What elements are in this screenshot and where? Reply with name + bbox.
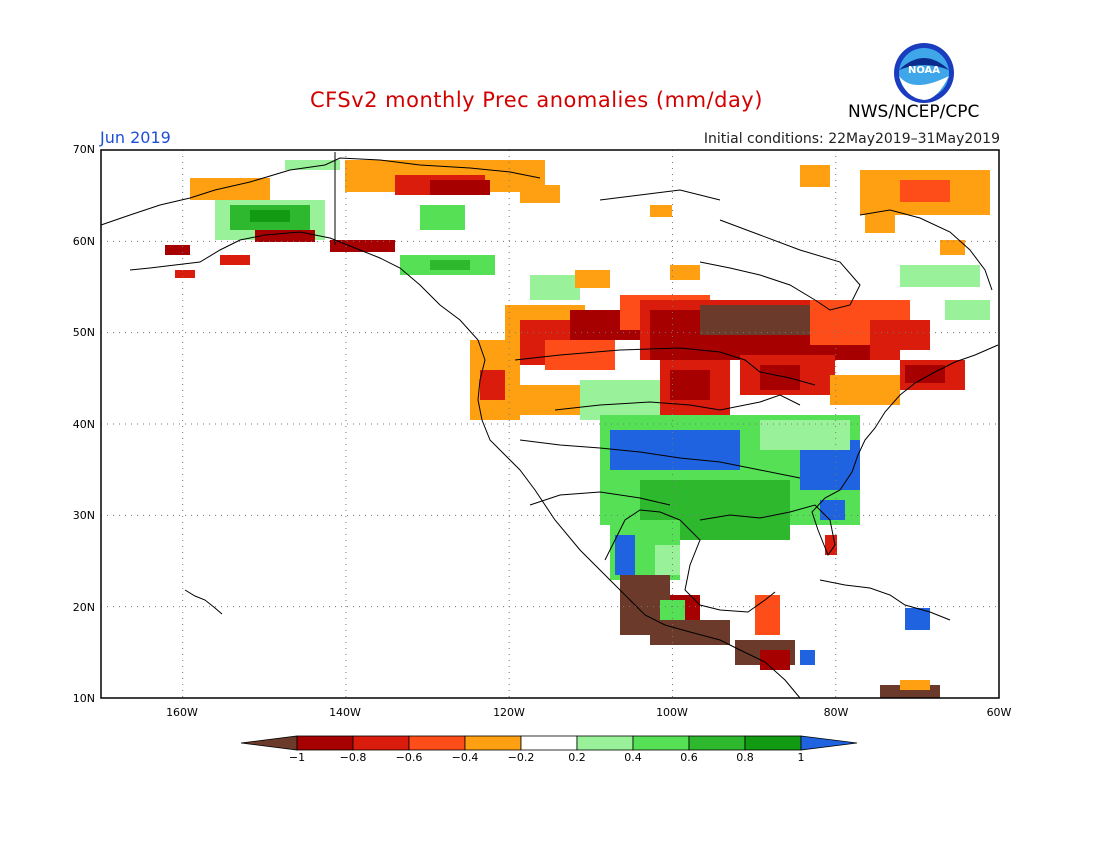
anomaly-cell bbox=[655, 545, 680, 575]
colorbar-arrow-high bbox=[800, 735, 858, 751]
colorbar-label: −0.4 bbox=[451, 751, 479, 764]
colorbar-label: −1 bbox=[288, 751, 306, 764]
lon-label: 120W bbox=[493, 706, 525, 719]
anomaly-cell bbox=[900, 680, 930, 690]
lat-label: 60N bbox=[72, 235, 95, 248]
colorbar-label: 0.8 bbox=[736, 751, 754, 764]
colorbar-label: −0.2 bbox=[507, 751, 535, 764]
anomaly-cell bbox=[905, 365, 945, 383]
anomaly-cell bbox=[430, 180, 490, 195]
colorbar-segment bbox=[576, 735, 634, 751]
anomaly-cell bbox=[520, 185, 560, 203]
lat-label: 40N bbox=[72, 418, 95, 431]
anomaly-cell bbox=[285, 160, 340, 170]
colorbar-segment bbox=[520, 735, 578, 751]
anomaly-cell bbox=[250, 210, 290, 222]
colorbar-segment bbox=[296, 735, 354, 751]
colorbar-segment bbox=[464, 735, 522, 751]
coastlines bbox=[100, 152, 999, 699]
noaa-logo-text: NOAA bbox=[908, 65, 940, 76]
anomaly-cell bbox=[755, 595, 780, 635]
anomaly-cell bbox=[430, 260, 470, 270]
graticule bbox=[101, 150, 999, 698]
agency-label: NWS/NCEP/CPC bbox=[848, 102, 980, 122]
lon-label: 140W bbox=[329, 706, 361, 719]
anomaly-cell bbox=[940, 240, 965, 255]
anomaly-cell bbox=[700, 305, 810, 335]
anomaly-cell bbox=[175, 270, 195, 278]
anomaly-cell bbox=[255, 230, 315, 242]
colorbar-label: −0.8 bbox=[339, 751, 367, 764]
anomaly-cell bbox=[580, 380, 660, 420]
lat-label: 10N bbox=[72, 692, 95, 705]
colorbar-label: 0.2 bbox=[568, 751, 586, 764]
anomaly-cell bbox=[520, 385, 580, 415]
lat-label: 50N bbox=[72, 326, 95, 339]
lat-label: 30N bbox=[72, 509, 95, 522]
colorbar-segment bbox=[408, 735, 466, 751]
lon-label: 60W bbox=[986, 706, 1012, 719]
anomaly-cell bbox=[330, 240, 395, 252]
anomaly-cell bbox=[870, 320, 930, 350]
colorbar-label: 0.4 bbox=[624, 751, 642, 764]
anomaly-cell bbox=[480, 370, 505, 400]
anomaly-cells bbox=[165, 160, 990, 698]
anomaly-cell bbox=[820, 500, 845, 520]
colorbar-label: −0.6 bbox=[395, 751, 423, 764]
anomaly-cell bbox=[945, 300, 990, 320]
page-title: CFSv2 monthly Prec anomalies (mm/day) bbox=[310, 88, 763, 112]
lon-label: 160W bbox=[166, 706, 198, 719]
colorbar-segment bbox=[688, 735, 746, 751]
anomaly-cell bbox=[615, 535, 635, 575]
lat-label: 70N bbox=[72, 143, 95, 156]
anomaly-cell bbox=[800, 165, 830, 187]
anomaly-cell bbox=[865, 215, 895, 233]
anomaly-cell bbox=[650, 205, 672, 217]
colorbar-segment bbox=[632, 735, 690, 751]
lon-label: 100W bbox=[656, 706, 688, 719]
anomaly-cell bbox=[700, 440, 740, 470]
anomaly-cell bbox=[760, 420, 850, 450]
anomaly-cell bbox=[800, 650, 815, 665]
anomaly-cell bbox=[830, 375, 900, 405]
anomaly-cell bbox=[165, 245, 190, 255]
anomaly-cell bbox=[760, 365, 800, 390]
forecast-month: Jun 2019 bbox=[100, 128, 171, 147]
anomaly-cell bbox=[670, 370, 710, 400]
lon-label: 80W bbox=[823, 706, 849, 719]
anomaly-cell bbox=[190, 178, 270, 200]
noaa-logo: NOAA bbox=[893, 42, 955, 104]
lat-label: 20N bbox=[72, 601, 95, 614]
anomaly-cell bbox=[760, 650, 790, 670]
anomaly-cell bbox=[575, 270, 610, 288]
colorbar bbox=[240, 735, 858, 751]
colorbar-label: 1 bbox=[797, 751, 805, 764]
anomaly-cell bbox=[670, 265, 700, 280]
anomaly-cell bbox=[905, 608, 930, 630]
colorbar-arrow-low bbox=[240, 735, 298, 751]
anomaly-cell bbox=[660, 600, 685, 620]
colorbar-segment bbox=[744, 735, 802, 751]
initial-conditions: Initial conditions: 22May2019–31May2019 bbox=[703, 131, 1000, 147]
anomaly-cell bbox=[420, 205, 465, 230]
anomaly-cell bbox=[900, 180, 950, 202]
anomaly-cell bbox=[220, 255, 250, 265]
map-frame bbox=[100, 149, 1000, 699]
colorbar-label: 0.6 bbox=[680, 751, 698, 764]
anomaly-cell bbox=[900, 265, 980, 287]
colorbar-segment bbox=[352, 735, 410, 751]
anomaly-cell bbox=[530, 275, 580, 300]
